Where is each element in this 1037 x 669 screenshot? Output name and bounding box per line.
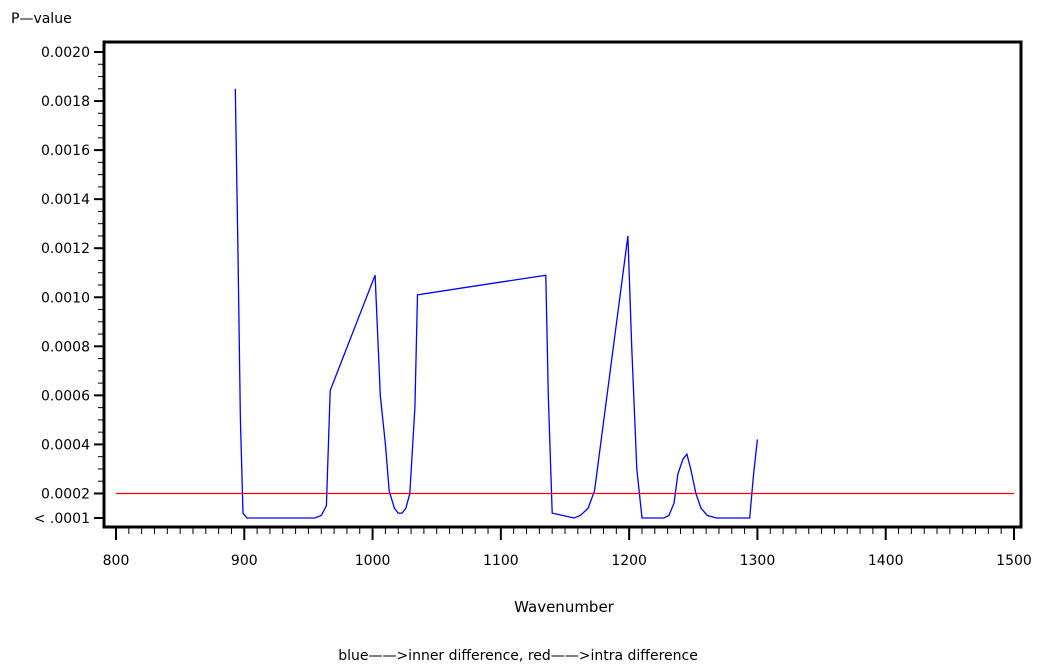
y-tick-label: 0.0004 [41,437,90,453]
x-tick-label: 1200 [611,553,647,569]
y-tick-label: 0.0018 [41,94,90,110]
y-tick-label: 0.0012 [41,241,90,257]
y-tick-label: 0.0010 [41,290,90,306]
y-tick-label: 0.0014 [41,192,90,208]
x-axis-label: Wavenumber [514,598,615,616]
y-tick-label: 0.0020 [41,45,90,61]
series-line-blue [235,89,757,518]
x-axis-ticks: 800 900 1000 1100 1200 1300 1400 1500 [103,527,1032,569]
y-tick-label: 0.0016 [41,143,90,159]
x-tick-label: 800 [103,553,130,569]
legend-footnote: blue——>inner difference, red——>intra dif… [338,648,698,664]
x-tick-label: 900 [231,553,258,569]
series-layer [116,89,1014,518]
y-axis-label: P—value [11,11,72,27]
y-tick-label: < .0001 [34,511,90,527]
x-tick-label: 1500 [996,553,1032,569]
y-tick-label: 0.0008 [41,339,90,355]
y-tick-label: 0.0002 [41,486,90,502]
x-tick-label: 1300 [740,553,776,569]
x-tick-label: 1000 [355,553,391,569]
y-axis-ticks: < .0001 0.0002 0.0004 0.0006 0.0008 0.0010 0.0… [34,45,104,527]
x-tick-label: 1100 [483,553,519,569]
x-tick-label: 1400 [868,553,904,569]
y-tick-label: 0.0006 [41,388,90,404]
